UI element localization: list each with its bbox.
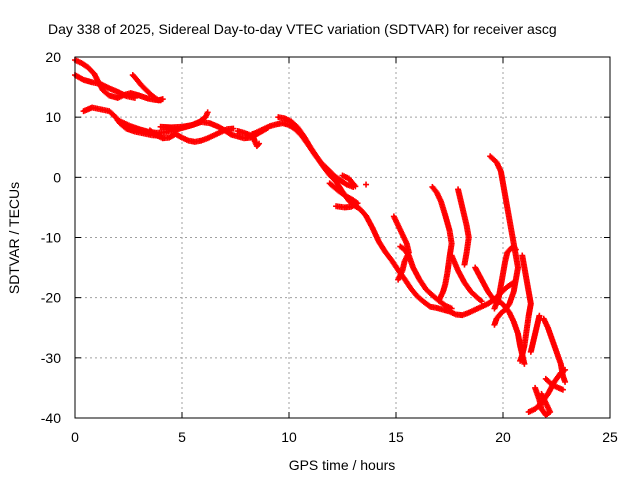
data-point (395, 276, 402, 283)
x-axis-label: GPS time / hours (289, 457, 396, 473)
data-point (538, 390, 545, 397)
series-arc17 (472, 264, 528, 367)
data-point (517, 357, 524, 364)
y-tick-label: 0 (53, 169, 61, 185)
data-point (478, 298, 485, 305)
y-tick-label: -20 (41, 290, 61, 306)
data-point (159, 96, 166, 103)
series-arc26 (249, 131, 263, 150)
data-point (527, 348, 534, 355)
x-tick-label: 0 (71, 429, 79, 445)
x-tick-label: 5 (178, 429, 186, 445)
series-arc20 (517, 252, 534, 364)
y-tick-label: 20 (45, 49, 61, 65)
data-point (461, 261, 468, 268)
series-arc11 (363, 181, 370, 188)
series-arc19 (491, 243, 519, 312)
data-point (256, 140, 263, 147)
x-tick-label: 10 (281, 429, 297, 445)
series-arc16 (455, 186, 472, 268)
series-arc25 (542, 375, 566, 393)
data-points-layer (72, 57, 569, 418)
data-point (339, 172, 346, 179)
data-point (230, 125, 237, 132)
data-point (491, 321, 498, 328)
y-tick-label: -10 (41, 230, 61, 246)
data-point (131, 94, 138, 101)
data-point (435, 297, 442, 304)
data-point (562, 378, 569, 385)
series-arc21 (527, 312, 543, 355)
x-tick-label: 20 (495, 429, 511, 445)
y-tick-label: 10 (45, 109, 61, 125)
series-arc24 (540, 315, 569, 385)
x-tick-label: 25 (602, 429, 618, 445)
series-arc4 (129, 72, 166, 104)
series-arc15 (448, 252, 485, 305)
grid-layer (75, 57, 610, 418)
data-point (559, 386, 566, 393)
data-point (521, 360, 528, 367)
data-point (204, 109, 211, 116)
y-tick-label: -40 (41, 410, 61, 426)
data-point (512, 246, 519, 253)
data-point (363, 181, 370, 188)
series-arc14 (429, 183, 455, 304)
y-tick-label: -30 (41, 350, 61, 366)
series-arc2 (72, 72, 138, 101)
data-point (333, 203, 340, 210)
ticks-layer: 0 5 10 15 20 25 -40 -30 -20 -10 0 10 20 (41, 49, 618, 445)
data-point (448, 305, 455, 312)
series-arc13 (397, 243, 455, 312)
series-arc23 (525, 366, 569, 415)
chart-title: Day 338 of 2025, Sidereal Day-to-day VTE… (48, 21, 557, 37)
x-tick-label: 15 (388, 429, 404, 445)
series-arc10 (326, 180, 361, 211)
y-axis-label: SDTVAR / TECUs (6, 182, 22, 294)
